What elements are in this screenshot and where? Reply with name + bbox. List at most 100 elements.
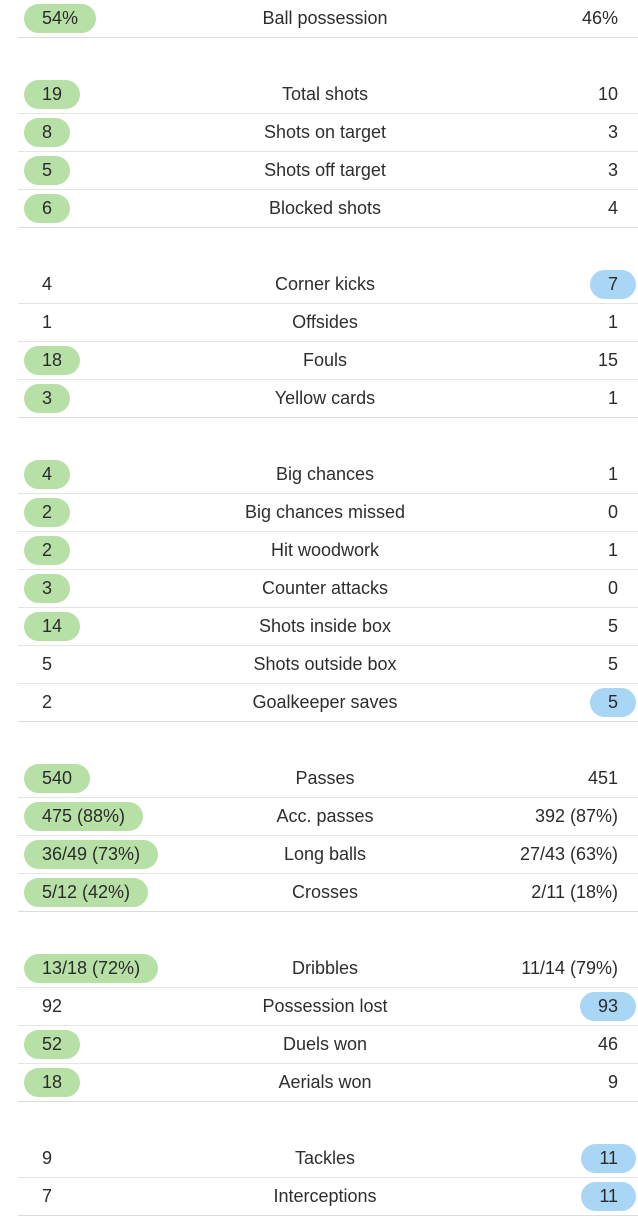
stat-group: 13/18 (72%) Dribbles 11/14 (79%) 92 Possessi…: [0, 950, 638, 1102]
stat-row: 4 Big chances 1: [18, 456, 638, 494]
stat-group: 54% Ball possession 46%: [0, 0, 638, 38]
stat-label: Interceptions: [273, 1186, 377, 1206]
away-value: 5: [607, 654, 618, 674]
stat-label: Fouls: [302, 350, 347, 370]
away-value: 11/14 (79%): [521, 958, 618, 978]
home-value: 2: [24, 498, 71, 527]
away-value: 11: [581, 1182, 636, 1211]
stat-row: 5 Shots off target 3: [18, 152, 638, 190]
stat-label: Aerials won: [278, 1072, 372, 1092]
stat-row: 4 Corner kicks 7: [18, 266, 638, 304]
home-value: 13/18 (72%): [24, 954, 159, 983]
stat-label: Crosses: [291, 882, 358, 902]
home-value: 9: [42, 1148, 53, 1168]
home-value: 52: [24, 1030, 81, 1059]
stat-row: 3 Counter attacks 0: [18, 570, 638, 608]
stat-row: 18 Fouls 15: [18, 342, 638, 380]
stat-row: 2 Hit woodwork 1: [18, 532, 638, 570]
away-value: 0: [607, 502, 618, 522]
away-value: 3: [607, 122, 618, 142]
away-value: 3: [607, 160, 618, 180]
stat-label: Shots off target: [264, 160, 386, 180]
stat-label: Blocked shots: [268, 198, 382, 218]
home-value: 4: [24, 460, 71, 489]
stat-row: 8 Shots on target 3: [18, 114, 638, 152]
stat-row: 7 Interceptions 11: [18, 1178, 638, 1216]
stat-row: 3 Yellow cards 1: [18, 380, 638, 418]
group-spacer: [0, 418, 638, 456]
home-value: 18: [24, 346, 81, 375]
away-value: 451: [587, 768, 618, 788]
stat-row: 92 Possession lost 93: [18, 988, 638, 1026]
stat-row: 475 (88%) Acc. passes 392 (87%): [18, 798, 638, 836]
stat-label: Tackles: [294, 1148, 356, 1168]
home-value: 5: [24, 156, 71, 185]
home-value: 4: [42, 274, 53, 294]
stat-row: 36/49 (73%) Long balls 27/43 (63%): [18, 836, 638, 874]
stat-row: 14 Shots inside box 5: [18, 608, 638, 646]
stat-row: 5/12 (42%) Crosses 2/11 (18%): [18, 874, 638, 912]
home-value: 3: [24, 574, 71, 603]
group-spacer: [0, 38, 638, 76]
stat-row: 52 Duels won 46: [18, 1026, 638, 1064]
stat-group: 19 Total shots 10 8 Shots on target 3 5 Shots o…: [0, 76, 638, 228]
away-value: 1: [607, 540, 618, 560]
stat-row: 540 Passes 451: [18, 760, 638, 798]
away-value: 392 (87%): [534, 806, 618, 826]
home-value: 54%: [24, 4, 97, 33]
stat-label: Dribbles: [291, 958, 359, 978]
stat-label: Offsides: [292, 312, 358, 332]
home-value: 14: [24, 612, 81, 641]
away-value: 15: [597, 350, 618, 370]
stat-row: 6 Blocked shots 4: [18, 190, 638, 228]
stat-label: Goalkeeper saves: [252, 692, 398, 712]
stat-label: Long balls: [283, 844, 367, 864]
stat-label: Corner kicks: [274, 274, 376, 294]
group-spacer: [0, 228, 638, 266]
stat-group: 540 Passes 451 475 (88%) Acc. passes 392 (87%…: [0, 760, 638, 912]
stat-row: 2 Goalkeeper saves 5: [18, 684, 638, 722]
away-value: 46%: [581, 8, 618, 28]
group-spacer: [0, 722, 638, 760]
away-value: 4: [607, 198, 618, 218]
home-value: 5/12 (42%): [24, 878, 149, 907]
stat-group: 4 Corner kicks 7 1 Offsides 1 18 Fouls 15 3 Yellow…: [0, 266, 638, 418]
away-value: 27/43 (63%): [519, 844, 618, 864]
stat-row: 19 Total shots 10: [18, 76, 638, 114]
away-value: 1: [607, 388, 618, 408]
stat-row: 13/18 (72%) Dribbles 11/14 (79%): [18, 950, 638, 988]
home-value: 7: [42, 1186, 53, 1206]
home-value: 475 (88%): [24, 802, 144, 831]
stat-group: 9 Tackles 11 7 Interceptions 11: [0, 1140, 638, 1216]
home-value: 1: [42, 312, 53, 332]
home-value: 3: [24, 384, 71, 413]
group-spacer: [0, 1102, 638, 1140]
away-value: 11: [581, 1144, 636, 1173]
stat-row: 9 Tackles 11: [18, 1140, 638, 1178]
away-value: 93: [579, 992, 636, 1021]
away-value: 1: [607, 464, 618, 484]
stat-row: 5 Shots outside box 5: [18, 646, 638, 684]
away-value: 0: [607, 578, 618, 598]
home-value: 8: [24, 118, 71, 147]
stat-label: Total shots: [281, 84, 369, 104]
stat-label: Ball possession: [262, 8, 388, 28]
away-value: 7: [589, 270, 636, 299]
stat-label: Shots on target: [263, 122, 387, 142]
away-value: 1: [607, 312, 618, 332]
stat-label: Big chances missed: [244, 502, 406, 522]
stat-row: 54% Ball possession 46%: [18, 0, 638, 38]
stat-label: Big chances: [275, 464, 375, 484]
group-spacer: [0, 912, 638, 950]
stat-row: 18 Aerials won 9: [18, 1064, 638, 1102]
stat-label: Shots outside box: [253, 654, 397, 674]
stat-row: 1 Offsides 1: [18, 304, 638, 342]
home-value: 540: [24, 764, 91, 793]
away-value: 46: [597, 1034, 618, 1054]
stat-label: Duels won: [282, 1034, 368, 1054]
home-value: 2: [42, 692, 53, 712]
stat-label: Shots inside box: [258, 616, 392, 636]
away-value: 5: [589, 688, 636, 717]
home-value: 92: [42, 996, 63, 1016]
